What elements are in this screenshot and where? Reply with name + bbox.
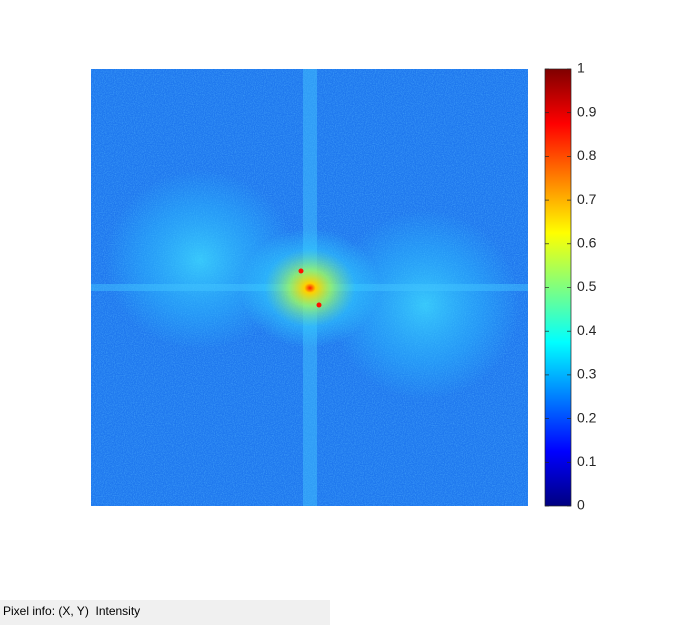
tick-label: 0.6 — [577, 235, 597, 251]
tick-label: 0.2 — [577, 409, 597, 425]
tick-label: 0.3 — [577, 366, 597, 382]
tick-label: 0.9 — [577, 103, 597, 119]
tick-label: 0.1 — [577, 453, 597, 469]
tick-label: 0 — [577, 497, 585, 513]
colorbar — [544, 68, 572, 507]
pixel-info: Pixel info: (X, Y) Intensity — [3, 604, 140, 618]
spectrum-image — [91, 69, 528, 506]
tick-label: 0.4 — [577, 322, 597, 338]
tick-label: 0.8 — [577, 147, 597, 163]
status-bar — [0, 600, 330, 625]
tick-label: 0.5 — [577, 278, 597, 294]
tick-label: 1 — [577, 60, 585, 76]
tick-label: 0.7 — [577, 191, 597, 207]
